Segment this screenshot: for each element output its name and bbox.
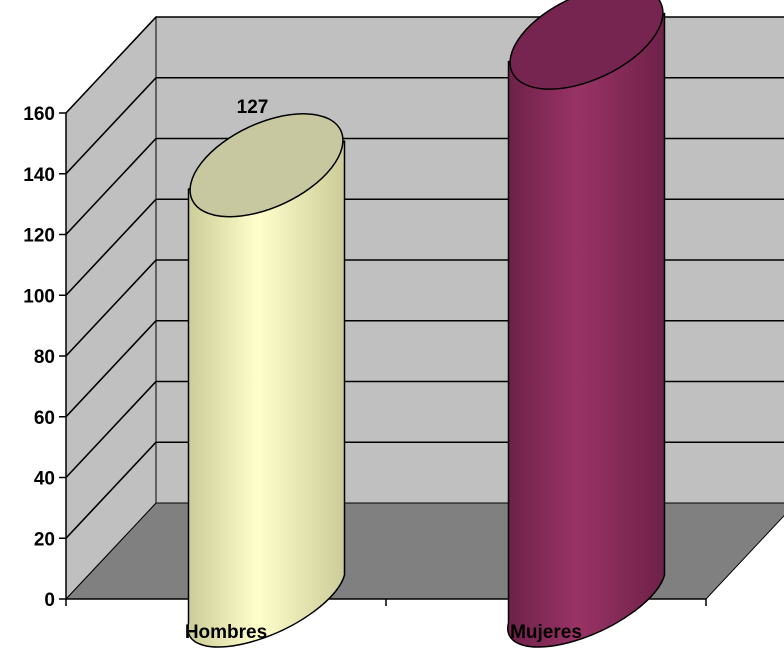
labels: 127Hombres169Mujeres: [185, 97, 582, 643]
axes: 0 20 40 60 80 100 120 140 160: [23, 104, 707, 611]
y-tick-label: 40: [34, 469, 55, 490]
bar-top: [509, 0, 664, 90]
y-tick-label: 80: [34, 347, 55, 368]
bar-hombres: [187, 113, 346, 648]
y-tick-label: 60: [34, 408, 55, 429]
chart-walls: [64, 15, 784, 601]
category-label: Mujeres: [510, 622, 582, 643]
y-tick-label: 140: [23, 165, 55, 186]
y-tick-label: 0: [44, 590, 55, 611]
chart-floor: [64, 502, 784, 600]
bar-body: [507, 12, 666, 648]
y-tick-label: 100: [23, 286, 55, 307]
data-label: 127: [237, 97, 269, 118]
bar-mujeres: [507, 0, 666, 648]
bar-body: [187, 140, 346, 648]
y-tick-label: 160: [23, 104, 55, 125]
bar-top: [189, 113, 344, 218]
y-tick-label: 120: [23, 226, 55, 247]
bars: [187, 0, 666, 648]
category-label: Hombres: [185, 622, 267, 643]
y-tick-label: 20: [34, 529, 55, 550]
